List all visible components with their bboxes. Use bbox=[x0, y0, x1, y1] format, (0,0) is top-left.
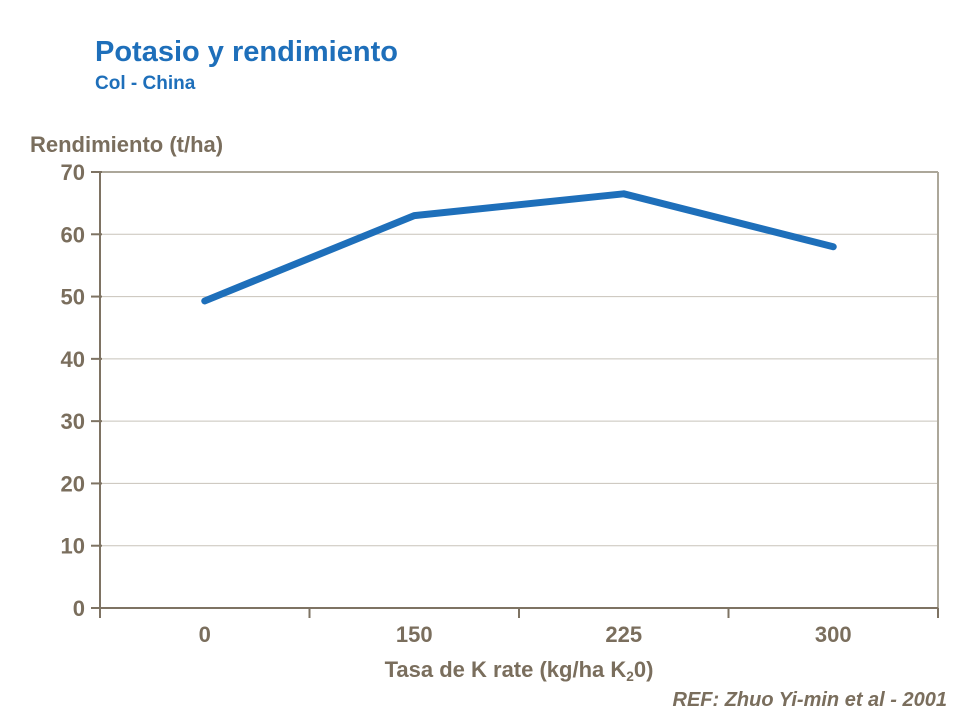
yield-series-line bbox=[201, 190, 837, 305]
y-tick-label: 0 bbox=[73, 596, 85, 621]
x-axis-title: Tasa de K rate (kg/ha K20) bbox=[100, 657, 938, 684]
x-tick-label: 0 bbox=[199, 622, 211, 647]
chart-title: Potasio y rendimiento bbox=[95, 36, 398, 68]
y-tick-label: 10 bbox=[61, 534, 85, 559]
y-tick-label: 70 bbox=[61, 160, 85, 185]
reference-citation: REF: Zhuo Yi-min et al - 2001 bbox=[672, 689, 948, 711]
x-tick-label: 300 bbox=[815, 622, 852, 647]
x-tick-label: 150 bbox=[396, 622, 433, 647]
y-tick-label: 30 bbox=[61, 409, 85, 434]
y-tick-label: 40 bbox=[61, 347, 85, 372]
y-axis-title: Rendimiento (t/ha) bbox=[30, 132, 224, 157]
x-axis-title-text: Tasa de K rate (kg/ha K bbox=[384, 657, 627, 682]
y-tick-label: 50 bbox=[61, 285, 85, 310]
x-tick-label: 225 bbox=[605, 622, 642, 647]
x-axis-title-subscript: 2 bbox=[626, 668, 634, 684]
y-tick-label: 60 bbox=[61, 222, 85, 247]
y-tick-label: 20 bbox=[61, 471, 85, 496]
x-axis-title-suffix: 0) bbox=[633, 657, 654, 682]
chart-subtitle: Col - China bbox=[95, 73, 196, 94]
